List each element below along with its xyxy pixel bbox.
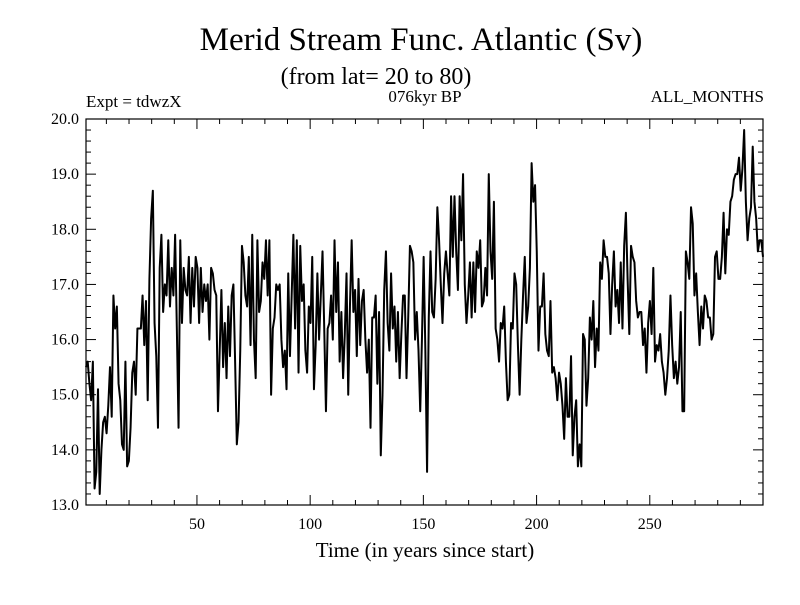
y-tick-label: 16.0 — [51, 332, 79, 349]
y-tick-label: 14.0 — [51, 442, 79, 459]
plot-frame — [85, 118, 764, 506]
y-tick-label: 15.0 — [51, 387, 79, 404]
y-tick-label: 13.0 — [51, 497, 79, 514]
line-layer — [85, 129, 764, 495]
x-tick-label: 50 — [189, 516, 205, 533]
experiment-label: Expt = tdwzX — [86, 92, 182, 111]
months-label: ALL_MONTHS — [651, 87, 764, 106]
chart-title: Merid Stream Func. Atlantic (Sv) — [200, 22, 643, 58]
x-tick-label: 100 — [298, 516, 322, 533]
ticks-layer: 50 100 150 200 250 13.0 14.0 15.0 16.0 17.0 18.0 19… — [51, 111, 763, 533]
x-tick-label: 250 — [638, 516, 662, 533]
period-label: 076kyr BP — [388, 87, 461, 106]
x-axis-label: Time (in years since start) — [316, 538, 535, 562]
x-tick-label: 150 — [411, 516, 435, 533]
y-tick-label: 20.0 — [51, 111, 79, 128]
y-tick-label: 19.0 — [51, 166, 79, 183]
series-line — [85, 129, 764, 495]
y-tick-label: 18.0 — [51, 221, 79, 238]
x-tick-label: 200 — [525, 516, 549, 533]
y-tick-label: 17.0 — [51, 276, 79, 293]
chart-subtitle: (from lat= 20 to 80) — [281, 64, 472, 90]
